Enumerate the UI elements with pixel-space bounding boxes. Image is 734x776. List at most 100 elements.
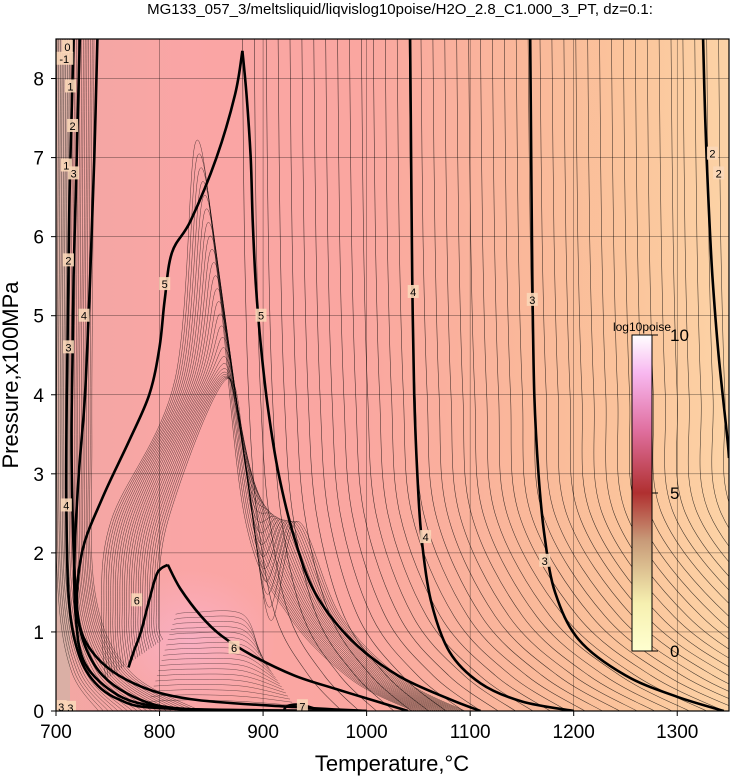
x-axis-ticks: 700 800 900 1000 1100 1200 1300 — [40, 711, 698, 743]
x-tick-label: 1200 — [553, 722, 595, 743]
y-tick-label: 2 — [33, 544, 44, 565]
y-axis-ticks: 0 1 2 3 4 5 6 7 8 — [33, 70, 56, 723]
colorbar-tick-label: 5 — [670, 484, 679, 503]
x-axis-title: Temperature,°C — [315, 751, 469, 776]
thin-contour-line — [539, 39, 729, 692]
contour-label-text: 3 — [542, 556, 548, 568]
contour-label-bg — [228, 640, 240, 654]
contour-label-text: 4 — [410, 287, 416, 299]
thin-contour-line — [587, 39, 729, 659]
contour-label-text: 2 — [65, 255, 71, 267]
contour-label-text: -1 — [59, 54, 69, 66]
thin-contour-line — [694, 39, 729, 547]
thin-contour-line — [153, 684, 288, 697]
contour-label-bg — [159, 277, 171, 291]
thin-contour-line — [396, 39, 568, 711]
contour-label: 2 — [706, 146, 718, 161]
contour-label: 2 — [713, 166, 725, 180]
contour-label: 3 — [64, 700, 76, 711]
contour-label-text: 5 — [162, 279, 168, 291]
x-tick-label: 1300 — [656, 722, 698, 743]
x-tick-label: 1000 — [345, 722, 387, 743]
contour-label-bg — [67, 118, 79, 132]
contour-label-text: 3 — [65, 342, 71, 354]
y-tick-label: 8 — [33, 70, 44, 91]
contour-label: 3 — [539, 553, 551, 568]
thin-contour-line — [444, 39, 638, 711]
bold-contour-3 — [528, 39, 725, 711]
thin-contour-line — [731, 39, 734, 711]
contour-label-text: 3 — [71, 168, 77, 180]
contour-label-bg — [68, 166, 80, 180]
thin-contour-line — [527, 39, 729, 699]
thin-contour-line — [361, 39, 516, 711]
colorbar: log10poise 0 5 10 — [613, 320, 689, 661]
thin-contour-line — [82, 39, 177, 711]
colorbar-tick-label: 0 — [670, 642, 679, 661]
thin-contour-line — [175, 610, 260, 653]
contour-label-bg — [78, 308, 90, 322]
contour-label-text: 4 — [81, 311, 87, 323]
y-tick-label: 0 — [33, 702, 44, 723]
contour-label-bg — [62, 253, 74, 267]
contour-label-text: 2 — [70, 121, 76, 133]
thin-contour-line — [658, 39, 729, 591]
contour-label-bg — [706, 146, 718, 160]
contour-label: 5 — [255, 308, 267, 323]
contour-label-bg — [60, 498, 72, 512]
thin-contour-line — [432, 39, 620, 711]
thin-contour-line — [575, 39, 729, 668]
thin-contour-line — [149, 699, 295, 706]
high-viscosity-region — [105, 570, 275, 710]
contour-label-text: 3 — [529, 295, 535, 307]
thin-contour-line — [670, 39, 729, 577]
bold-contour-6 — [127, 563, 169, 668]
thin-contour-line — [492, 39, 707, 711]
contour-label: 3 — [56, 700, 67, 714]
colorbar-tick-label: 10 — [670, 326, 689, 345]
x-tick-label: 1100 — [450, 722, 491, 743]
thin-contour-line — [77, 39, 162, 711]
thin-contour-line — [58, 39, 109, 711]
thin-contour-line — [385, 39, 551, 711]
contour-label-bg — [296, 699, 308, 711]
contour-label-text: 4 — [423, 532, 429, 544]
contour-label-bg — [539, 553, 551, 567]
thin-contour-line — [89, 39, 196, 711]
y-tick-label: 1 — [33, 623, 44, 644]
thin-contour-line — [163, 652, 276, 678]
thin-contour-line — [373, 39, 534, 711]
contour-label-bg — [64, 700, 76, 711]
bold-contour-4 — [64, 39, 367, 711]
x-tick-label: 900 — [247, 722, 279, 743]
colorbar-gradient — [631, 334, 653, 652]
y-axis-title: Pressure,x100MPa — [0, 281, 23, 469]
contour-label: 6 — [228, 640, 240, 655]
y-tick-label: 5 — [33, 307, 44, 328]
y-tick-label: 3 — [33, 465, 44, 486]
contour-label-text: 3 — [58, 702, 64, 714]
thin-contour-line — [87, 39, 192, 711]
thin-contour-line — [682, 39, 729, 563]
bold-contour-5 — [72, 39, 212, 711]
contour-label-text: 0 — [64, 42, 70, 54]
contour-label-text: 2 — [709, 149, 715, 161]
contour-label: 3 — [62, 340, 74, 354]
contour-label: 3 — [526, 292, 538, 307]
contour-label-text: 4 — [63, 500, 69, 512]
contour-label: 1 — [64, 79, 76, 93]
thin-contour-line — [349, 39, 499, 711]
contour-label: 1 — [60, 158, 72, 172]
thin-contour-line — [160, 663, 280, 684]
thin-contour-line — [158, 378, 466, 711]
contour-label: 5 — [159, 277, 171, 291]
contour-label: 7 — [296, 699, 308, 711]
thin-contour-line — [167, 636, 270, 669]
x-tick-label: 700 — [40, 722, 72, 743]
contour-label-bg — [56, 51, 74, 65]
y-tick-label: 4 — [33, 386, 44, 407]
thin-contour-line — [254, 39, 360, 711]
contour-label: 4 — [420, 530, 432, 544]
